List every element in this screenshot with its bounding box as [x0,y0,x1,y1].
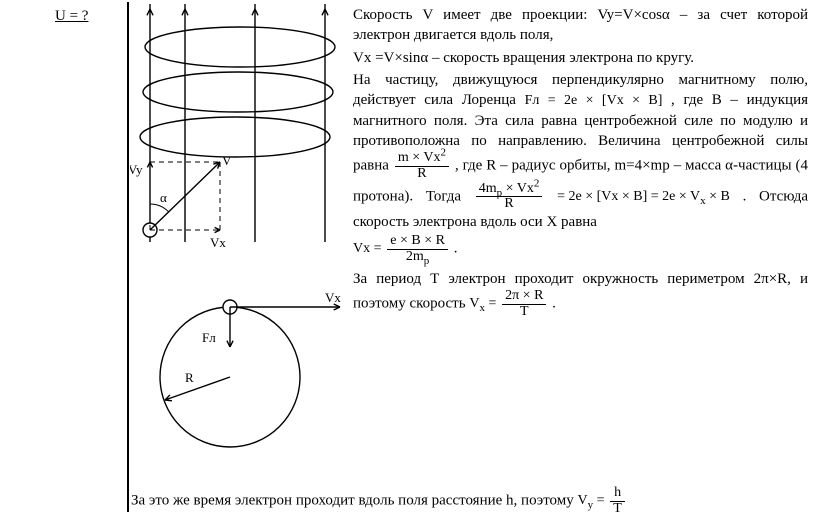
physics-figure: Vy V Vx α Vx Fл R [130,2,350,512]
svg-text:V: V [222,153,232,168]
vertical-divider [127,2,129,512]
frac-then-sup: 2 [534,177,540,189]
question-text: U = ? [55,8,88,24]
para-vy-along-field: За это же время электрон проходит вдоль … [131,486,808,516]
para4b: . [552,296,556,312]
frac-then: 4mp × Vx2 R [474,182,545,212]
frac-vx-den-a: 2m [406,249,424,264]
svg-text:α: α [160,190,167,205]
frac-centr-den: R [395,167,449,182]
eq-vy-lhs-b: = [593,493,604,508]
eq-vx-dot: . [454,241,458,257]
para5a: За это же время электрон проходит вдоль … [131,493,578,509]
eq-vxT-lhs: Vx = [469,295,496,314]
eq-lorentz: Fл = 2e × [Vx × B] [525,93,663,108]
para4a: За период Т электрон проходит окружность… [353,271,808,312]
frac-centrifugal: m × Vx2 R [393,151,451,181]
eq-vx-lhs: Vx = [353,240,382,259]
eq-then-rhs: = 2e × [Vx × B] = 2e × Vx × B [557,188,730,207]
frac-vx: e × B × R 2mp [385,234,450,264]
frac-vy-den: T [610,502,625,516]
para-vy-definition: Скорость V имеет две проекции: Vy=V×cosα… [353,5,808,46]
eq-vy-lhs-a: V [578,493,588,508]
svg-text:Vy: Vy [130,162,143,177]
svg-text:Vx: Vx [325,290,341,305]
eq-vy-lhs: Vy = [578,492,605,511]
frac-vx-den-sub: p [424,255,430,267]
eq-vxT-lhs-a: V [469,296,479,311]
frac-centr-num: m × Vx [398,150,441,165]
frac-then-den: R [476,197,543,212]
frac-vxT: 2π × R T [500,289,548,319]
eq-vxT-lhs-b: = [485,296,496,311]
eq-vx-line: Vx = e × B × R 2mp . [353,234,808,264]
frac-centr-sup: 2 [441,147,447,159]
text-column: Скорость V имеет две проекции: Vy=V×cosα… [353,5,808,321]
question-label: U = ? [55,6,88,26]
frac-vy: h T [608,486,627,516]
frac-vx-num: e × B × R [387,234,448,250]
eq-then-rhs-b: × B [706,189,730,204]
svg-text:Vx: Vx [210,235,226,250]
frac-then-num-a: 4m [479,181,497,196]
frac-then-num-b: × Vx [502,181,534,196]
para-last-row: За это же время электрон проходит вдоль … [131,486,808,516]
para-lorentz: На частицу, движущуюся перпендикулярно м… [353,70,808,233]
frac-vxT-num: 2π × R [502,289,546,305]
figure-panel: Vy V Vx α Vx Fл R [130,2,350,512]
para-vx-definition: Vx =V×sinα – скорость вращения электрона… [353,48,808,68]
svg-text:R: R [185,370,194,385]
frac-vxT-den: T [502,305,546,320]
para-period: За период Т электрон проходит окружность… [353,269,808,320]
svg-text:Fл: Fл [202,330,216,345]
frac-vy-num: h [610,486,625,502]
eq-then-rhs-a: = 2e × [Vx × B] = 2e × V [557,189,700,204]
